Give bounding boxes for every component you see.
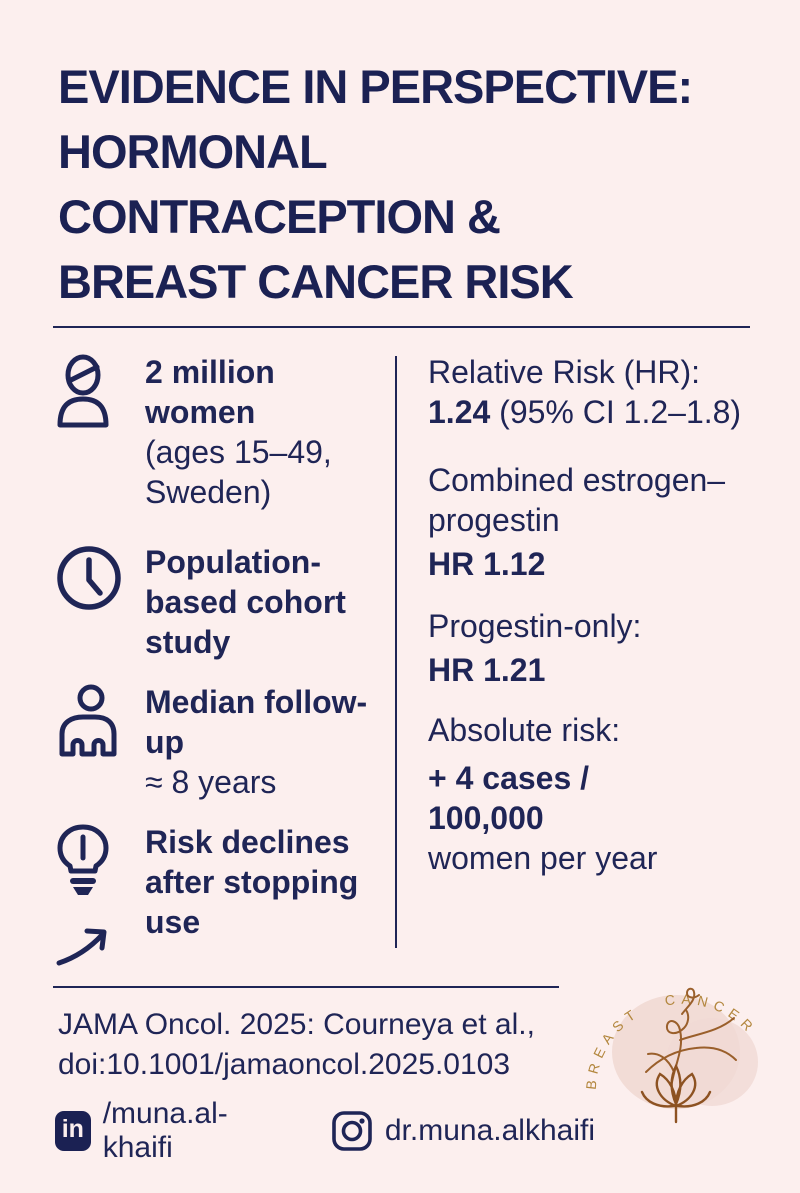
stat-value-bold: 1.24 [428, 394, 491, 430]
dancer-illustration [645, 987, 737, 1083]
linkedin-handle[interactable]: /muna.al-khaifi [102, 1097, 228, 1164]
stat-label: Combined estrogen–progestin [428, 462, 726, 538]
citation-line-2: doi:10.1001/jamaoncol.2025.0103 [58, 1048, 511, 1081]
stat-label: Progestin-only: [428, 608, 642, 644]
stat-value-bold: HR 1.12 [428, 546, 546, 582]
breast-cancer-logo: BREAST CANCER [576, 954, 794, 1124]
citation: JAMA Oncol. 2025: Courneya et al., doi:1… [58, 1005, 578, 1085]
instagram-link[interactable]: dr.muna.alkhaifi [331, 1110, 595, 1152]
fact-study-design: Population-based cohort study [55, 542, 393, 662]
fact-bold-text: Median follow-up [145, 684, 368, 760]
fact-bold-text: Risk declines after stopping use [145, 824, 359, 940]
person-icon [55, 684, 117, 765]
title-line-3: CONTRACEPTION & [58, 190, 501, 243]
stat-absolute-risk: Absolute risk: + 4 cases / 100,000 women… [428, 710, 776, 878]
fact-bold-text: Population-based cohort study [145, 544, 346, 660]
title-line-4: BREAST CANCER RISK [58, 255, 574, 308]
stat-value-bold: HR 1.21 [428, 652, 546, 688]
lotus-illustration [640, 1063, 712, 1124]
trend-up-arrow-icon [55, 923, 113, 972]
insight-icon [55, 824, 111, 913]
stat-value-regular: (95% CI 1.2–1.8) [490, 394, 742, 430]
fact-follow-up: Median follow-up ≈ 8 years [55, 682, 393, 802]
page-title: EVIDENCE IN PERSPECTIVE: HORMONAL CONTRA… [58, 54, 758, 314]
stat-combined: Combined estrogen–progestin HR 1.12 [428, 460, 776, 584]
social-links: in /muna.al-khaifi dr.muna.alkhaifi [55, 1097, 595, 1165]
footer-divider [53, 986, 559, 988]
instagram-handle[interactable]: dr.muna.alkhaifi [384, 1114, 595, 1147]
stat-relative-risk: Relative Risk (HR): 1.24 (95% CI 1.2–1.8… [428, 352, 776, 432]
stat-progestin-only: Progestin-only: HR 1.21 [428, 606, 776, 690]
clock-icon [55, 544, 123, 617]
title-line-1: EVIDENCE IN PERSPECTIVE: [58, 60, 693, 113]
instagram-icon[interactable] [331, 1110, 373, 1152]
woman-icon [55, 354, 111, 435]
fact-bold-text: 2 million women [145, 354, 275, 430]
stat-value-regular: women per year [428, 840, 658, 876]
title-line-2: HORMONAL [58, 125, 328, 178]
stat-label: Relative Risk (HR): [428, 354, 701, 390]
linkedin-link[interactable]: in /muna.al-khaifi [55, 1097, 277, 1165]
column-divider [395, 356, 397, 948]
fact-risk-decline: Risk declines after stopping use [55, 822, 393, 972]
linkedin-icon[interactable]: in [55, 1111, 91, 1151]
fact-study-size: 2 million women (ages 15–49, Sweden) [55, 352, 393, 512]
stat-label: Absolute risk: [428, 712, 621, 748]
citation-line-1: JAMA Oncol. 2025: Courneya et al., [58, 1008, 535, 1041]
fact-regular-text: ≈ 8 years [145, 764, 277, 800]
title-divider [53, 326, 750, 328]
stat-value-bold: + 4 cases / 100,000 [428, 760, 590, 836]
fact-regular-text: (ages 15–49, Sweden) [145, 434, 332, 510]
